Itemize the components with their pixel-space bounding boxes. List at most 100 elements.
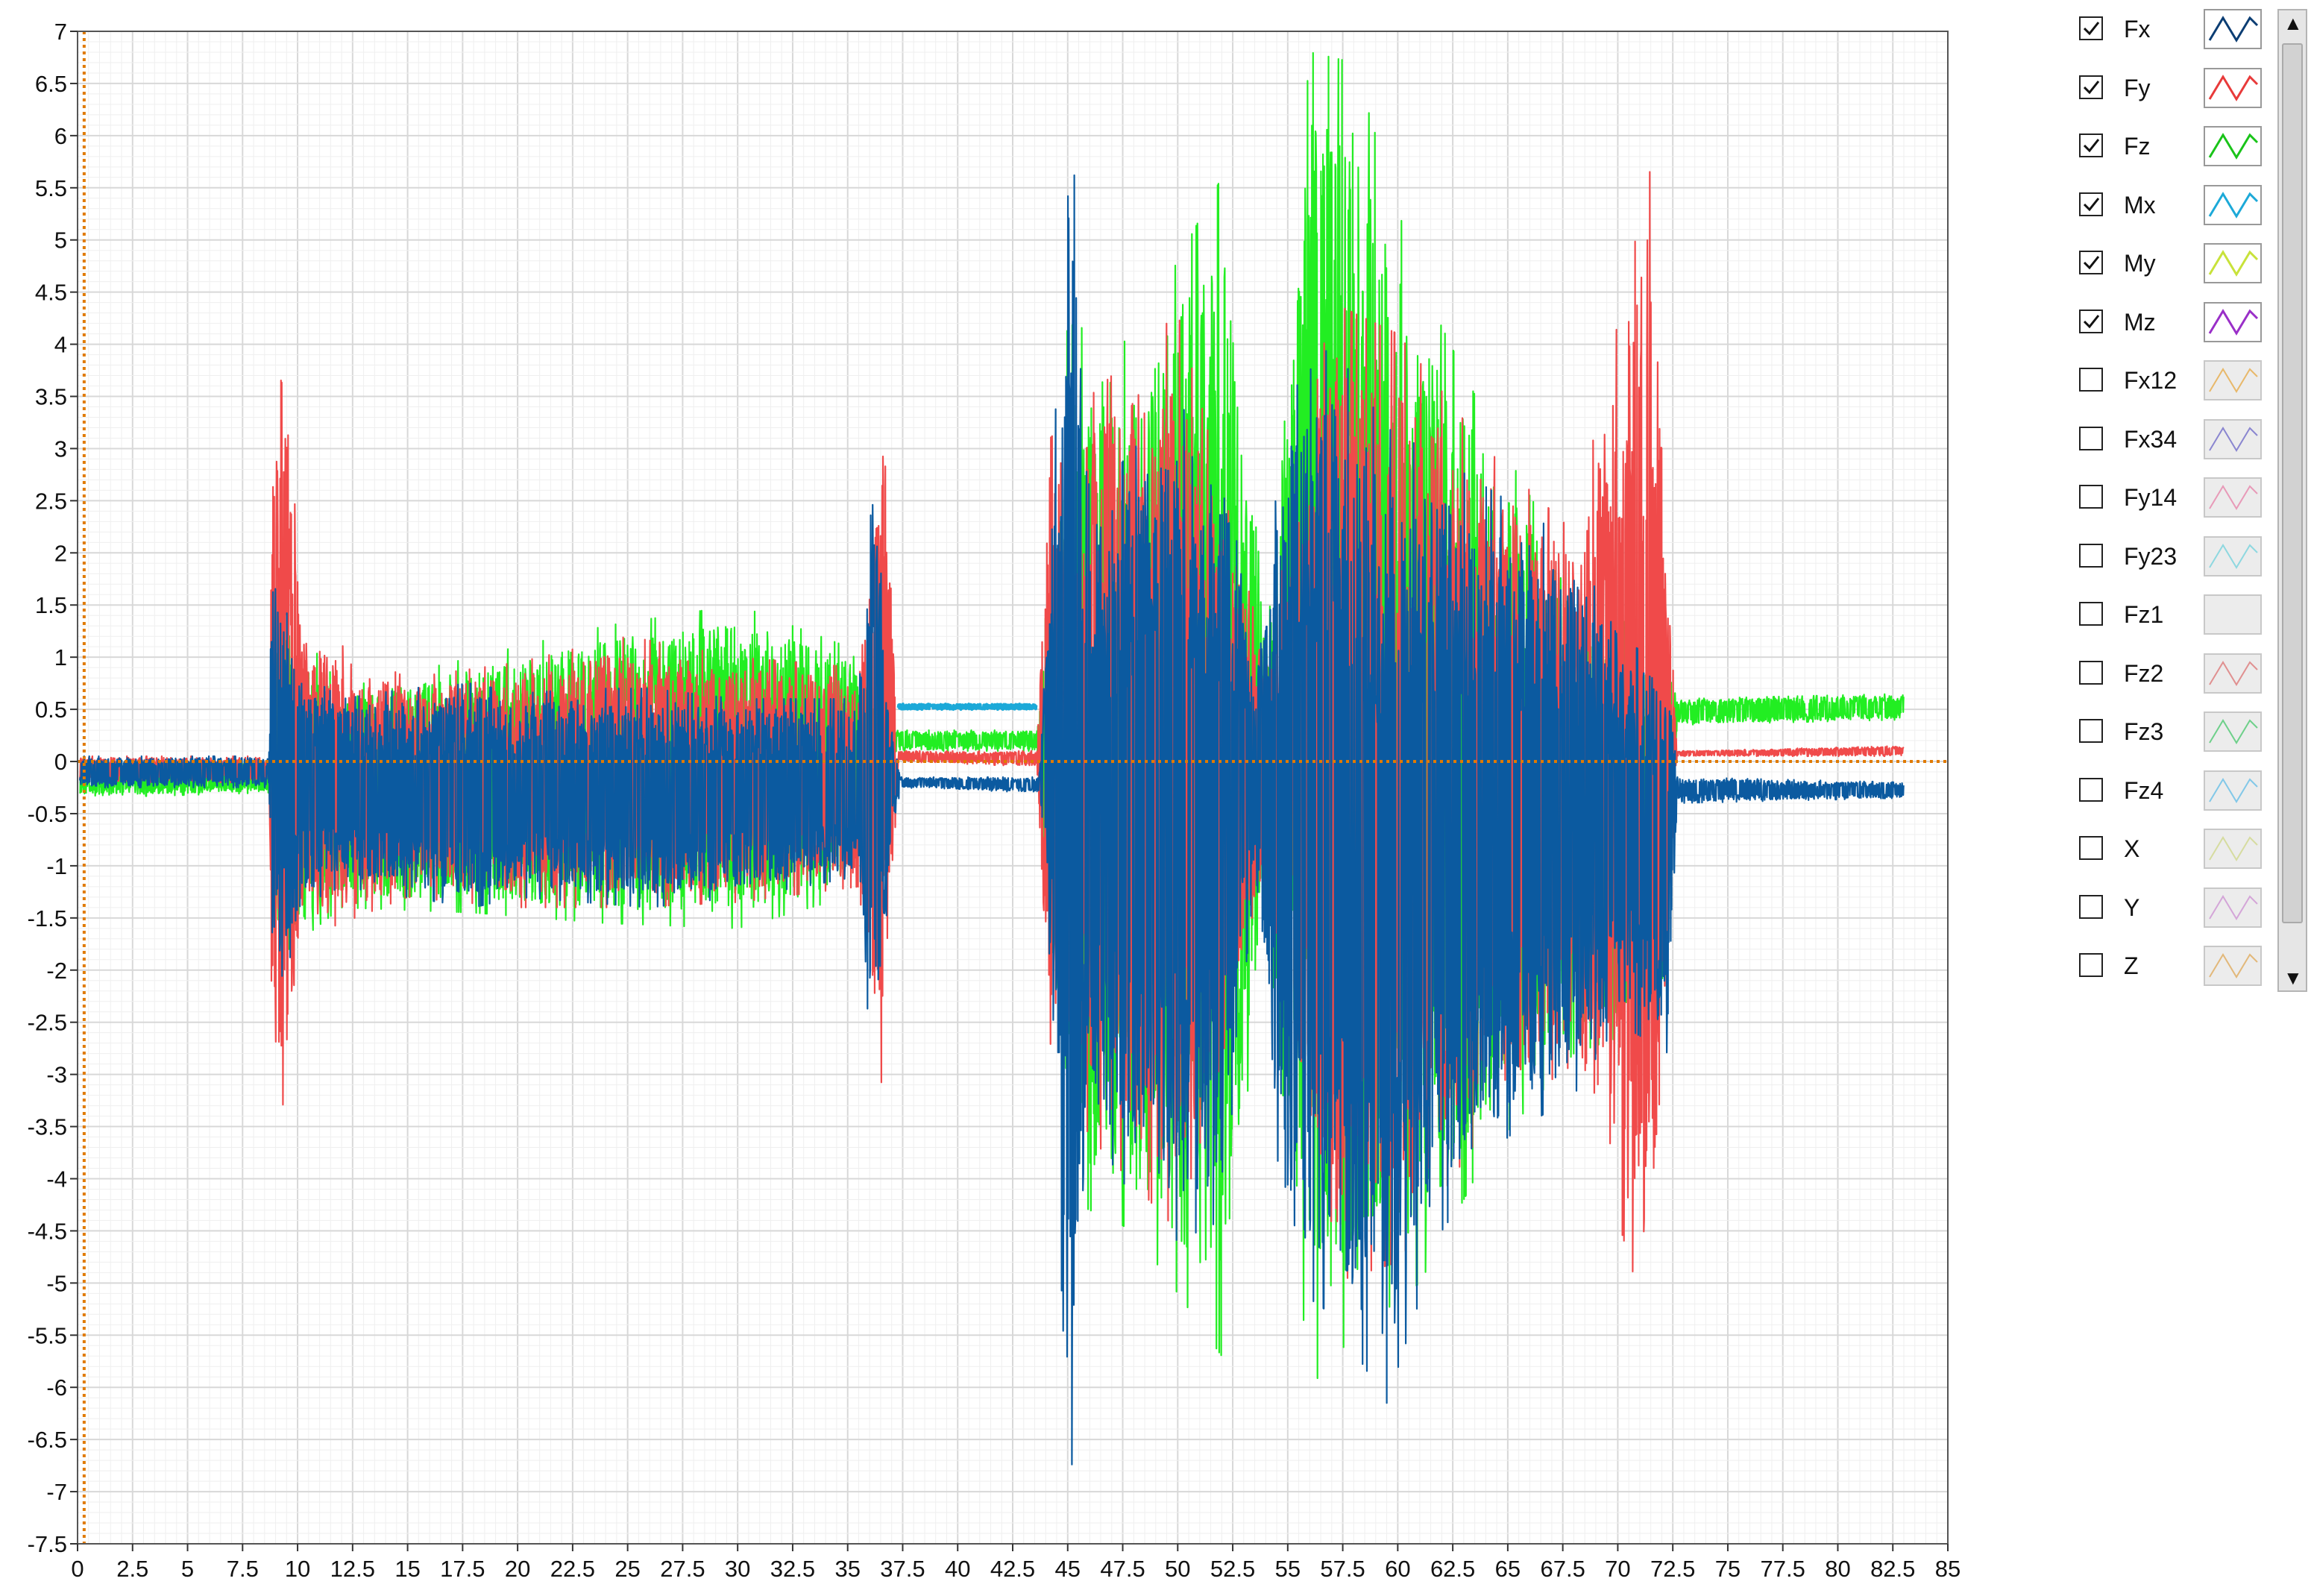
- x-tick-label: 37.5: [880, 1556, 925, 1582]
- x-tick-label: 85: [1935, 1556, 1961, 1582]
- legend-checkbox-x[interactable]: [2079, 836, 2103, 860]
- x-tick-label: 47.5: [1100, 1556, 1145, 1582]
- legend-item-fz4[interactable]: Fz4: [2073, 770, 2297, 817]
- line-sample-icon: [2209, 894, 2258, 920]
- plot-line-style-swatch[interactable]: [2204, 653, 2262, 694]
- legend-checkbox-fy23[interactable]: [2079, 543, 2103, 568]
- plot-line-style-swatch[interactable]: [2204, 477, 2262, 518]
- legend-checkbox-my[interactable]: [2079, 251, 2103, 274]
- x-tick-label: 15: [394, 1556, 420, 1582]
- chart-plot[interactable]: 76.565.554.543.532.521.510.50-0.5-1-1.5-…: [0, 0, 2058, 1596]
- legend-item-fx[interactable]: Fx: [2073, 9, 2297, 55]
- scroll-up-arrow-icon[interactable]: ▲: [2283, 12, 2303, 34]
- line-sample-icon: [2208, 250, 2259, 277]
- line-sample-icon: [2209, 660, 2258, 686]
- y-tick-label: 5: [54, 227, 67, 254]
- legend-checkbox-mz[interactable]: [2079, 309, 2103, 333]
- legend-item-mz[interactable]: Mz: [2073, 301, 2297, 348]
- checkmark-icon: [2083, 80, 2100, 94]
- legend-checkbox-fz[interactable]: [2079, 133, 2103, 157]
- plot-legend: Fx Fy Fz Mx My Mz Fx12 Fx34 Fy14 Fy23 Fz1 Fz2 Fz3 Fz4…: [2073, 9, 2297, 1001]
- line-sample-icon: [2208, 191, 2259, 219]
- scroll-down-arrow-icon[interactable]: ▼: [2283, 967, 2303, 989]
- legend-label: Fz3: [2124, 718, 2164, 745]
- y-tick-label: 1: [54, 644, 67, 670]
- plot-line-style-swatch[interactable]: [2204, 946, 2262, 986]
- x-tick-label: 80: [1825, 1556, 1850, 1582]
- x-tick-label: 82.5: [1870, 1556, 1915, 1582]
- legend-item-fx12[interactable]: Fx12: [2073, 360, 2297, 406]
- legend-checkbox-fx12[interactable]: [2079, 368, 2103, 392]
- x-tick-label: 10: [285, 1556, 310, 1582]
- line-sample-icon: [2208, 133, 2259, 160]
- legend-scrollbar[interactable]: ▲ ▼: [2277, 9, 2307, 992]
- plot-line-style-swatch[interactable]: [2204, 770, 2262, 811]
- legend-checkbox-z[interactable]: [2079, 953, 2103, 977]
- y-tick-label: -3: [46, 1062, 67, 1088]
- y-tick-label: 6: [54, 123, 67, 149]
- plot-line-style-swatch[interactable]: [2204, 9, 2262, 49]
- legend-label: Fy23: [2124, 542, 2178, 570]
- plot-line-style-swatch[interactable]: [2204, 243, 2262, 283]
- legend-item-y[interactable]: Y: [2073, 887, 2297, 934]
- x-tick-label: 35: [834, 1556, 860, 1582]
- x-tick-label: 52.5: [1210, 1556, 1255, 1582]
- x-tick-label: 12.5: [330, 1556, 375, 1582]
- legend-checkbox-mx[interactable]: [2079, 192, 2103, 216]
- legend-item-my[interactable]: My: [2073, 243, 2297, 289]
- legend-checkbox-fz4[interactable]: [2079, 777, 2103, 802]
- legend-checkbox-fy[interactable]: [2079, 75, 2103, 99]
- plot-line-style-swatch[interactable]: [2204, 711, 2262, 752]
- legend-checkbox-fz3[interactable]: [2079, 719, 2103, 743]
- line-sample-icon: [2209, 543, 2258, 569]
- plot-line-style-swatch[interactable]: [2204, 67, 2262, 108]
- series-line-mx: [896, 703, 1038, 711]
- legend-item-fz3[interactable]: Fz3: [2073, 711, 2297, 758]
- y-tick-label: 7: [54, 19, 67, 45]
- plot-line-style-swatch[interactable]: [2204, 829, 2262, 869]
- legend-label: Fx: [2124, 16, 2151, 43]
- line-sample-icon: [2209, 485, 2258, 510]
- legend-item-fx34[interactable]: Fx34: [2073, 418, 2297, 465]
- legend-item-fy23[interactable]: Fy23: [2073, 535, 2297, 582]
- legend-label: My: [2124, 250, 2156, 277]
- legend-checkbox-fz1[interactable]: [2079, 602, 2103, 626]
- x-tick-label: 72.5: [1650, 1556, 1695, 1582]
- y-tick-label: -7: [46, 1479, 67, 1505]
- checkmark-icon: [2083, 197, 2100, 211]
- legend-item-fy[interactable]: Fy: [2073, 67, 2297, 114]
- plot-line-style-swatch[interactable]: [2204, 184, 2262, 225]
- y-tick-label: 3.5: [35, 384, 67, 410]
- plot-line-style-swatch[interactable]: [2204, 887, 2262, 928]
- plot-line-style-swatch[interactable]: [2204, 301, 2262, 342]
- legend-checkbox-fy14[interactable]: [2079, 485, 2103, 509]
- legend-label: Fy: [2124, 74, 2151, 101]
- legend-item-fy14[interactable]: Fy14: [2073, 477, 2297, 524]
- legend-item-fz1[interactable]: Fz1: [2073, 594, 2297, 641]
- legend-item-x[interactable]: X: [2073, 829, 2297, 875]
- legend-checkbox-y[interactable]: [2079, 894, 2103, 919]
- x-tick-label: 32.5: [770, 1556, 815, 1582]
- legend-item-fz2[interactable]: Fz2: [2073, 653, 2297, 700]
- plot-line-style-swatch[interactable]: [2204, 594, 2262, 635]
- x-tick-label: 70: [1605, 1556, 1630, 1582]
- legend-item-z[interactable]: Z: [2073, 946, 2297, 992]
- x-tick-label: 55: [1275, 1556, 1301, 1582]
- scroll-thumb[interactable]: [2282, 43, 2303, 923]
- legend-checkbox-fx34[interactable]: [2079, 426, 2103, 450]
- legend-checkbox-fz2[interactable]: [2079, 660, 2103, 685]
- plot-line-style-swatch[interactable]: [2204, 418, 2262, 459]
- plot-line-style-swatch[interactable]: [2204, 535, 2262, 576]
- legend-item-fz[interactable]: Fz: [2073, 126, 2297, 172]
- plot-line-style-swatch[interactable]: [2204, 126, 2262, 166]
- plot-line-style-swatch[interactable]: [2204, 360, 2262, 400]
- line-sample-icon: [2208, 74, 2259, 101]
- legend-item-mx[interactable]: Mx: [2073, 184, 2297, 231]
- line-sample-icon: [2209, 836, 2258, 861]
- line-sample-icon: [2209, 368, 2258, 393]
- legend-label: Fx12: [2124, 367, 2178, 394]
- legend-label: Mx: [2124, 191, 2156, 219]
- legend-checkbox-fx[interactable]: [2079, 16, 2103, 40]
- x-tick-label: 17.5: [440, 1556, 485, 1582]
- line-sample-icon: [2209, 426, 2258, 452]
